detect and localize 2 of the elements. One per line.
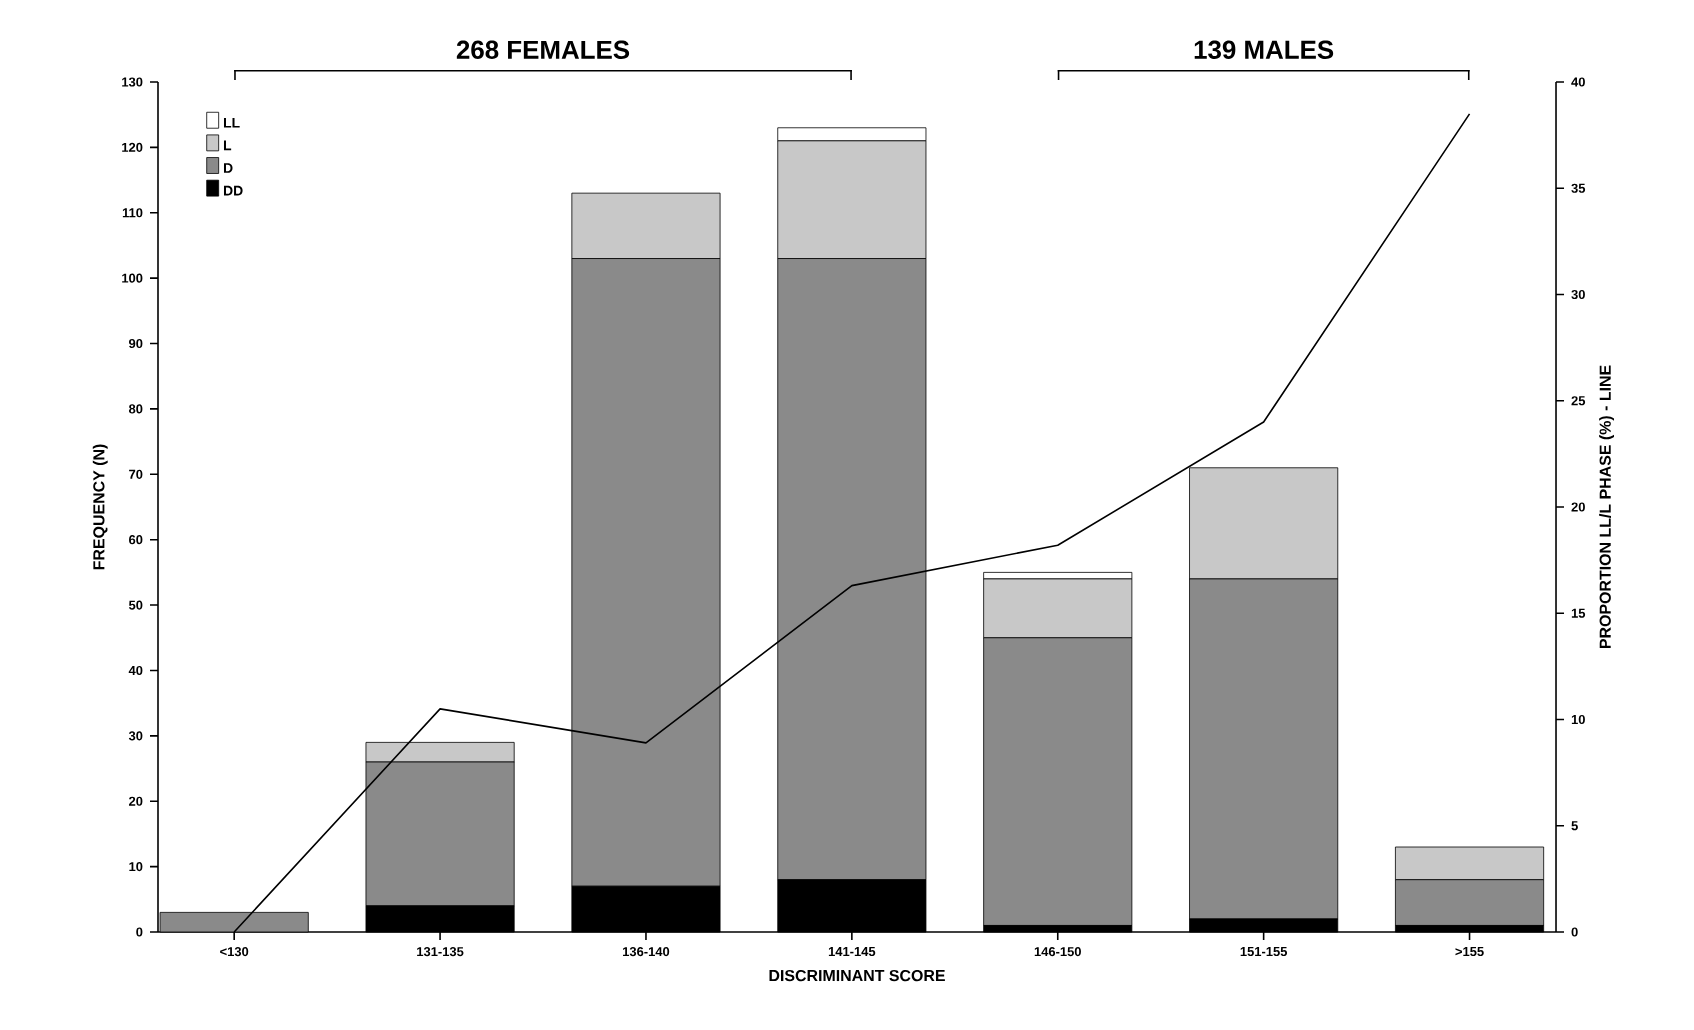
text: 268 FEMALES — [456, 40, 630, 59]
text: 139 MALES — [1194, 40, 1334, 59]
